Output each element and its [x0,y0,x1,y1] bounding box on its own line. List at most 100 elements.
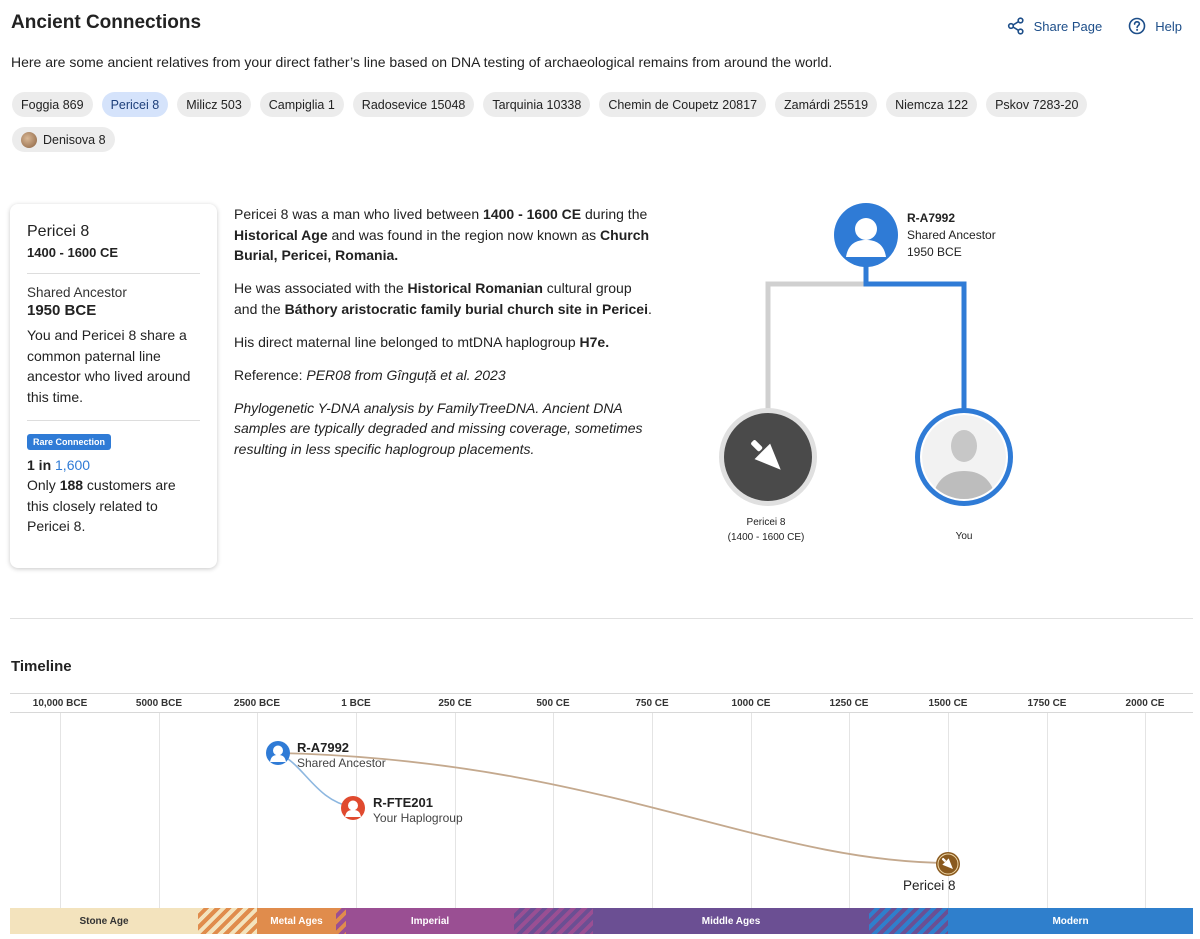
denisova-avatar [21,131,37,148]
customers-text: Only 188 customers are this closely rela… [27,475,200,537]
relative-summary-card: Pericei 8 1400 - 1600 CE Shared Ancestor… [10,204,217,568]
timeline-axis-top [10,693,1193,694]
timeline-gridline [1047,713,1048,908]
help-button[interactable]: Help [1128,17,1182,35]
desc-lifespan: Pericei 8 was a man who lived between 14… [234,206,650,263]
you-node[interactable] [915,408,1013,506]
timeline-gridline [60,713,61,908]
timeline-your-sub: Your Haplogroup [373,811,463,825]
relative-description: Pericei 8 was a man who lived between 14… [234,204,654,472]
desc-culture: He was associated with the Historical Ro… [234,280,652,317]
odds-value: 1,600 [55,457,91,473]
chip-campiglia-1[interactable]: Campiglia 1 [259,92,344,117]
era-transition-metal-imperial [336,908,346,934]
chip-label: Foggia 869 [21,97,84,112]
section-divider [10,618,1193,619]
shared-ancestor-label: Shared Ancestor [27,285,127,300]
tick-label: 750 CE [635,698,669,709]
tree-ancient-name: Pericei 8 [746,517,786,528]
tree-ancient-dates: (1400 - 1600 CE) [727,532,805,543]
timeline-gridline [1145,713,1146,908]
chip-pskov-7283-20[interactable]: Pskov 7283-20 [986,92,1088,117]
chip-label: Pskov 7283-20 [995,97,1079,112]
tick-label: 2500 BCE [233,698,281,709]
tree-you-caption: You [955,531,973,542]
chip-foggia-869[interactable]: Foggia 869 [12,92,93,117]
card-name: Pericei 8 [27,223,90,240]
chip-milicz-503[interactable]: Milicz 503 [177,92,251,117]
page-title: Ancient Connections [11,12,202,33]
timeline-shared-sub: Shared Ancestor [297,756,386,770]
timeline-ancient-marker[interactable] [935,851,961,877]
tree-ancestor-haplogroup: R-A7992 [907,211,956,225]
era-modern: Modern [948,908,1193,934]
ancestor-to-you-line [863,257,967,417]
era-stone-age: Stone Age [10,908,198,934]
chip-zamardi-25519[interactable]: Zamárdi 25519 [775,92,878,117]
ancient-relative-node[interactable] [719,408,817,506]
trowel-icon [941,857,953,869]
ancient-relatives-chips: Foggia 869 Pericei 8 Milicz 503 Campigli… [12,92,1192,152]
timeline-your-haplogroup-marker[interactable] [340,795,366,821]
card-divider [27,273,200,274]
era-imperial: Imperial [346,908,514,934]
tick-label: 1250 CE [829,698,869,709]
era-middle-ages: Middle Ages [593,908,869,934]
tick-label: 10,000 BCE [32,698,88,709]
era-transition-imperial-middle [514,908,593,934]
tick-label: 1500 CE [928,698,968,709]
timeline-gridline [948,713,949,908]
chip-denisova-8[interactable]: Denisova 8 [12,127,115,152]
customers-count: 188 [59,477,84,493]
tick-label: 5000 BCE [135,698,183,709]
tree-ancient-caption: Pericei 8 (1400 - 1600 CE) [706,515,826,545]
card-dates: 1400 - 1600 CE [27,245,119,260]
shared-ancestor-node[interactable] [834,203,898,267]
share-icon [1007,17,1024,35]
help-icon [1128,17,1146,35]
chip-label: Milicz 503 [186,97,242,112]
intro-text: Here are some ancient relatives from you… [11,54,833,70]
chip-label: Niemcza 122 [895,97,969,112]
timeline-your-haplogroup: R-FTE201 [373,795,433,810]
timeline-axis-bottom [10,712,1193,713]
era-bar: Stone Age Metal Ages Imperial Middle Age… [10,908,1193,934]
lineage-tree [719,203,1013,506]
customers-post: customers are this closely related to Pe… [27,477,176,534]
tick-label: 2000 CE [1125,698,1165,709]
tree-ancestor-label: Shared Ancestor [907,228,996,242]
desc-reference: Reference: PER08 from Gînguță et al. 202… [234,366,506,383]
card-divider [27,420,200,421]
timeline-title: Timeline [11,658,72,675]
chip-label: Pericei 8 [110,97,160,112]
desc-analysis-note: Phylogenetic Y-DNA analysis by FamilyTre… [234,399,643,457]
chip-pericei-8[interactable]: Pericei 8 [101,92,169,117]
timeline-shared-ancestor-label: R-A7992 Shared Ancestor [297,740,386,771]
chip-radosevice-15048[interactable]: Radosevice 15048 [352,92,475,117]
timeline-gridline [849,713,850,908]
chip-tarquinia-10338[interactable]: Tarquinia 10338 [483,92,591,117]
timeline-gridline [553,713,554,908]
desc-maternal-line: His direct maternal line belonged to mtD… [234,333,610,350]
top-actions: Share Page Help [1007,17,1182,35]
timeline-gridline [751,713,752,908]
chip-chemin-de-coupetz-20817[interactable]: Chemin de Coupetz 20817 [599,92,767,117]
chip-label: Radosevice 15048 [361,97,466,112]
chip-label: Tarquinia 10338 [492,97,582,112]
help-label: Help [1155,18,1182,34]
timeline-shared-ancestor-marker[interactable] [265,740,291,766]
timeline-your-haplogroup-label: R-FTE201 Your Haplogroup [373,795,463,826]
era-transition-stone-metal [198,908,257,934]
chip-niemcza-122[interactable]: Niemcza 122 [886,92,978,117]
tick-label: 1750 CE [1027,698,1067,709]
tick-label: 500 CE [536,698,570,709]
timeline-ancient-name: Pericei 8 [903,878,956,893]
shared-ancestor-date: 1950 BCE [27,302,97,319]
era-transition-middle-modern [869,908,948,934]
trowel-icon [751,440,781,470]
share-page-button[interactable]: Share Page [1007,17,1102,35]
chip-label: Zamárdi 25519 [784,97,869,112]
tree-ancestor-date: 1950 BCE [907,245,962,259]
chip-label: Denisova 8 [43,132,106,147]
tick-label: 1000 CE [731,698,771,709]
